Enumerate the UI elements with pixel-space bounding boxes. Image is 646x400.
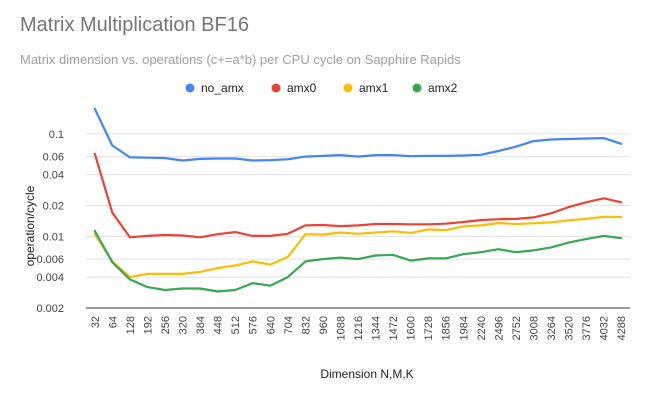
gridlines bbox=[86, 133, 630, 309]
legend-label-amx0: amx0 bbox=[287, 81, 317, 95]
y-tick-label: 0.006 bbox=[36, 254, 64, 266]
x-tick-label: 4032 bbox=[599, 316, 611, 340]
y-tick-label: 0.1 bbox=[49, 129, 64, 141]
x-tick-label: 32 bbox=[90, 316, 102, 328]
y-tick-label: 0.002 bbox=[36, 303, 64, 315]
x-tick-label: 64 bbox=[107, 316, 119, 328]
legend-marker-amx1 bbox=[343, 83, 353, 93]
x-tick-label: 320 bbox=[178, 316, 190, 334]
series-line-amx1 bbox=[93, 215, 623, 279]
legend-label-amx1: amx1 bbox=[359, 81, 389, 95]
x-tick-label: 960 bbox=[318, 316, 330, 334]
x-tick-label: 1728 bbox=[423, 316, 435, 340]
x-tick-label: 3520 bbox=[564, 316, 576, 340]
x-tick-label: 448 bbox=[213, 316, 225, 334]
x-tick-label: 4288 bbox=[616, 316, 628, 340]
chart-title: Matrix Multiplication BF16 bbox=[20, 14, 249, 36]
x-tick-label: 3264 bbox=[546, 316, 558, 340]
x-axis-ticks: 32 64 128 192 256 320 384 448 512 576 640 704 832 960… bbox=[90, 316, 628, 340]
series-line-amx2 bbox=[93, 229, 623, 293]
x-tick-label: 384 bbox=[195, 316, 207, 334]
x-tick-label: 1472 bbox=[388, 316, 400, 340]
x-tick-label: 3776 bbox=[581, 316, 593, 340]
legend-marker-amx2 bbox=[412, 83, 422, 93]
y-tick-label: 0.01 bbox=[43, 231, 64, 243]
legend-marker-no_amx bbox=[185, 83, 195, 93]
y-tick-label: 0.04 bbox=[43, 170, 64, 182]
x-tick-label: 2752 bbox=[511, 316, 523, 340]
x-tick-label: 3008 bbox=[528, 316, 540, 340]
x-tick-label: 1216 bbox=[353, 316, 365, 340]
x-tick-label: 576 bbox=[248, 316, 260, 334]
y-tick-label: 0.004 bbox=[36, 272, 64, 284]
x-tick-label: 192 bbox=[142, 316, 154, 334]
y-axis-title: operation/cycle bbox=[23, 185, 37, 266]
legend-marker-amx0 bbox=[271, 83, 281, 93]
x-tick-label: 1856 bbox=[441, 316, 453, 340]
x-tick-label: 128 bbox=[125, 316, 137, 334]
x-tick-label: 1600 bbox=[406, 316, 418, 340]
x-tick-label: 704 bbox=[283, 316, 295, 334]
chart-subtitle: Matrix dimension vs. operations (c+=a*b)… bbox=[20, 52, 461, 67]
x-tick-label: 1088 bbox=[335, 316, 347, 340]
x-axis-title: Dimension N,M,K bbox=[320, 367, 413, 381]
x-tick-label: 2240 bbox=[476, 316, 488, 340]
series-line-amx0 bbox=[93, 152, 623, 239]
legend-label-amx2: amx2 bbox=[428, 81, 458, 95]
x-tick-label: 512 bbox=[230, 316, 242, 334]
series-line-no_amx bbox=[93, 107, 623, 162]
series-lines bbox=[93, 107, 623, 293]
legend-label-no_amx: no_amx bbox=[201, 81, 244, 95]
x-tick-label: 640 bbox=[265, 316, 277, 334]
legend: no_amx amx0 amx1 amx2 bbox=[185, 81, 458, 95]
x-tick-label: 2496 bbox=[493, 316, 505, 340]
y-tick-label: 0.02 bbox=[43, 201, 64, 213]
y-tick-label: 0.06 bbox=[43, 152, 64, 164]
x-tick-label: 832 bbox=[300, 316, 312, 334]
x-tick-label: 256 bbox=[160, 316, 172, 334]
y-axis-ticks: 0.002 0.004 0.006 0.01 0.02 0.04 0.06 0.1 bbox=[36, 129, 64, 315]
x-tick-label: 1344 bbox=[371, 316, 383, 340]
x-tick-label: 1984 bbox=[458, 316, 470, 340]
